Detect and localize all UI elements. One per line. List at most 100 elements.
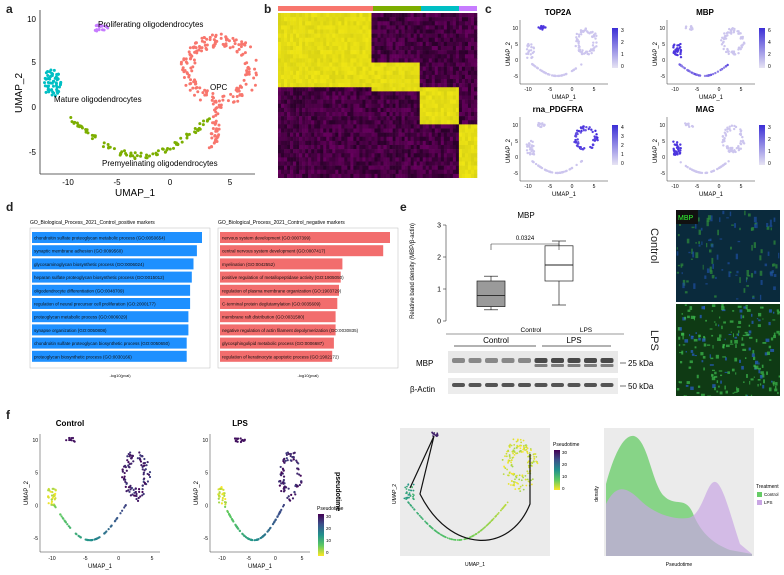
b-heat-cell — [434, 157, 439, 162]
b-heat-cell — [365, 107, 369, 113]
b-heat-cell — [374, 66, 378, 72]
b-heat-cell — [470, 153, 475, 158]
b-heat-cell — [323, 37, 327, 43]
d-bar — [220, 337, 334, 349]
a-xtick: -5 — [113, 178, 121, 187]
b-heat-cell — [317, 132, 321, 138]
b-heat-cell — [299, 132, 303, 138]
b-heat-cell — [362, 70, 366, 76]
b-heat-cell — [401, 13, 405, 18]
b-heat-cell — [380, 37, 384, 43]
b-heat-cell — [383, 95, 387, 100]
b-heat-cell — [278, 91, 282, 96]
f-cell — [47, 502, 50, 505]
b-heat-cell — [422, 41, 427, 47]
b-heat-cell — [455, 128, 460, 133]
c-xtick: -10 — [671, 87, 678, 93]
b-heat-cell — [353, 29, 357, 34]
b-heat-cell — [452, 83, 457, 88]
b-heat-cell — [392, 46, 396, 51]
a-point-opc — [210, 145, 214, 149]
b-heat-cell — [380, 46, 384, 51]
b-heat-cell — [452, 29, 457, 34]
b-heat-cell — [305, 66, 309, 72]
b-heat-cell — [419, 145, 424, 150]
a-point-mature — [48, 70, 52, 74]
f-traj-cell — [518, 450, 521, 453]
b-heat-cell — [449, 165, 454, 171]
b-heat-cell — [365, 124, 369, 129]
b-heat-cell — [356, 21, 360, 26]
b-heat-cell — [443, 169, 448, 175]
b-heat-cell — [323, 103, 327, 109]
f-traj-cell — [441, 534, 444, 537]
f-traj-cell — [532, 460, 535, 463]
b-heat-cell — [362, 124, 366, 129]
c-point — [673, 151, 676, 154]
b-heat-cell — [416, 124, 421, 129]
b-heat-cell — [452, 70, 457, 76]
b-heat-cell — [290, 74, 294, 80]
b-heat-cell — [467, 169, 472, 175]
b-heat-cell — [344, 41, 348, 47]
b-heat-cell — [458, 103, 463, 109]
b-heat-cell — [314, 173, 318, 178]
b-heat-cell — [311, 128, 315, 133]
b-heat-cell — [287, 25, 291, 30]
f-cell — [282, 486, 286, 489]
b-heat-cell — [353, 173, 357, 178]
b-heat-cell — [356, 153, 360, 158]
b-heat-cell — [302, 95, 306, 100]
c-point — [739, 129, 743, 132]
b-heat-cell — [380, 70, 384, 76]
b-heat-cell — [320, 99, 324, 105]
b-heat-cell — [452, 41, 457, 47]
b-heat-cell — [338, 17, 342, 22]
f-traj-cell — [527, 460, 530, 463]
b-heat-cell — [362, 17, 366, 22]
b-heat-cell — [356, 103, 360, 109]
f-traj-cell — [522, 445, 525, 447]
b-heat-cell — [359, 37, 363, 43]
b-heat-cell — [446, 29, 451, 34]
b-heat-cell — [311, 25, 315, 30]
b-heat-cell — [326, 165, 330, 171]
b-heat-cell — [353, 33, 357, 39]
b-heat-cell — [356, 33, 360, 39]
b-heat-cell — [410, 83, 414, 88]
f-traj-cell — [405, 488, 408, 490]
b-heat-cell — [302, 46, 306, 51]
b-heat-cell — [389, 173, 393, 178]
f-traj-cell — [510, 444, 513, 447]
b-heat-cell — [353, 145, 357, 150]
b-heat-cell — [356, 145, 360, 150]
b-heat-cell — [377, 29, 381, 34]
e-actin-band — [534, 383, 548, 387]
b-heat-cell — [443, 46, 448, 51]
b-heat-cell — [308, 25, 312, 30]
c-point — [698, 171, 702, 174]
e-mbp-band — [600, 364, 614, 367]
b-heat-cell — [422, 66, 427, 72]
b-heat-cell — [455, 62, 460, 67]
a-point-premyelinating — [145, 156, 149, 160]
b-heat-cell — [455, 161, 460, 166]
b-heat-cell — [371, 124, 375, 129]
b-heat-cell — [422, 173, 427, 178]
b-heat-cell — [431, 74, 436, 80]
c-point — [534, 162, 538, 166]
b-heat-cell — [383, 91, 387, 96]
b-heat-cell — [308, 91, 312, 96]
b-heat-cell — [392, 116, 396, 121]
b-heat-cell — [413, 103, 417, 109]
b-heat-cell — [359, 83, 363, 88]
b-heat-cell — [353, 107, 357, 113]
b-heat-cell — [377, 87, 381, 92]
b-heat-cell — [347, 173, 351, 178]
c-ytick: 0 — [662, 155, 665, 161]
b-heat-cell — [437, 17, 442, 22]
b-heat-cell — [386, 128, 390, 133]
b-heat-cell — [302, 29, 306, 34]
b-heat-cell — [383, 41, 387, 47]
b-heat-cell — [287, 103, 291, 109]
